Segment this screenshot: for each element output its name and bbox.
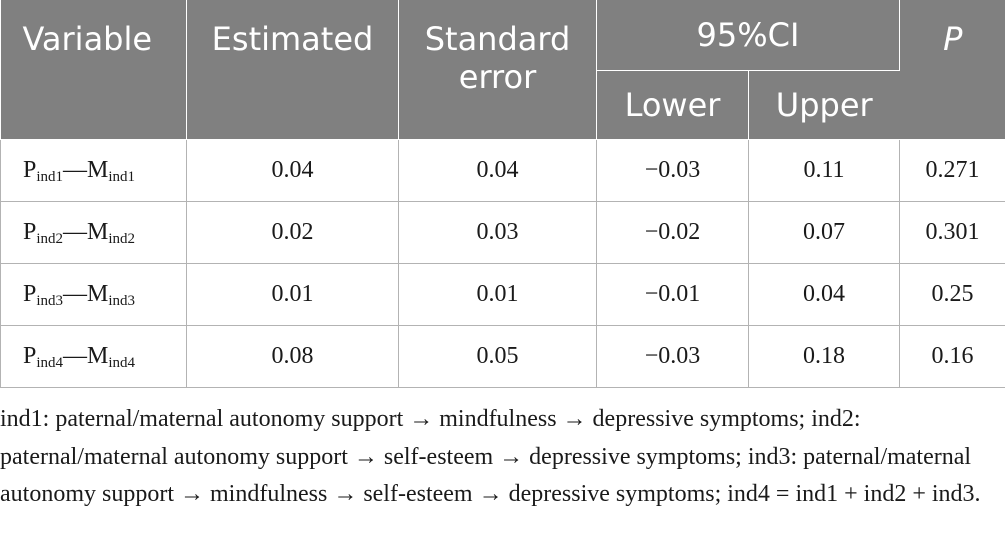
lower-cell: −0.01 [596,263,749,326]
lower-cell: −0.03 [596,139,749,202]
p-cell: 0.271 [899,139,1005,202]
se-cell: 0.01 [398,263,597,326]
header-row: Variable Estimated Standard error 95%CI … [0,0,1005,140]
header-estimated: Estimated [186,0,399,140]
variable-cell: Pind1—Mind1 [0,139,187,202]
results-table-container: Variable Estimated Standard error 95%CI … [0,0,1005,388]
table-row: Pind1—Mind1 0.04 0.04 −0.03 0.11 0.271 [0,139,1005,202]
p-cell: 0.16 [899,325,1005,388]
variable-cell: Pind3—Mind3 [0,263,187,326]
table-footnote: ind1: paternal/maternal autonomy support… [0,406,981,507]
estimated-cell: 0.02 [186,201,399,264]
header-p: P [899,0,1005,140]
estimated-cell: 0.08 [186,325,399,388]
lower-cell: −0.03 [596,325,749,388]
header-subrow: Lower Upper [1,70,1005,140]
p-cell: 0.25 [899,263,1005,326]
se-cell: 0.05 [398,325,597,388]
upper-cell: 0.04 [748,263,900,326]
variable-cell: Pind4—Mind4 [0,325,187,388]
p-cell: 0.301 [899,201,1005,264]
header-standard-error: Standard error [398,0,597,140]
se-cell: 0.04 [398,139,597,202]
table-row: Pind4—Mind4 0.08 0.05 −0.03 0.18 0.16 [0,325,1005,388]
upper-cell: 0.07 [748,201,900,264]
indirect-effects-table: Variable Estimated Standard error 95%CI … [0,0,1005,388]
estimated-cell: 0.01 [186,263,399,326]
header-95ci: 95%CI [596,0,900,71]
header-upper: Upper [748,70,900,140]
lower-cell: −0.02 [596,201,749,264]
upper-cell: 0.11 [748,139,900,202]
variable-cell: Pind2—Mind2 [0,201,187,264]
header-variable: Variable [0,0,187,140]
table-row: Pind2—Mind2 0.02 0.03 −0.02 0.07 0.301 [0,201,1005,264]
header-lower: Lower [596,70,749,140]
upper-cell: 0.18 [748,325,900,388]
table-row: Pind3—Mind3 0.01 0.01 −0.01 0.04 0.25 [0,263,1005,326]
se-cell: 0.03 [398,201,597,264]
estimated-cell: 0.04 [186,139,399,202]
